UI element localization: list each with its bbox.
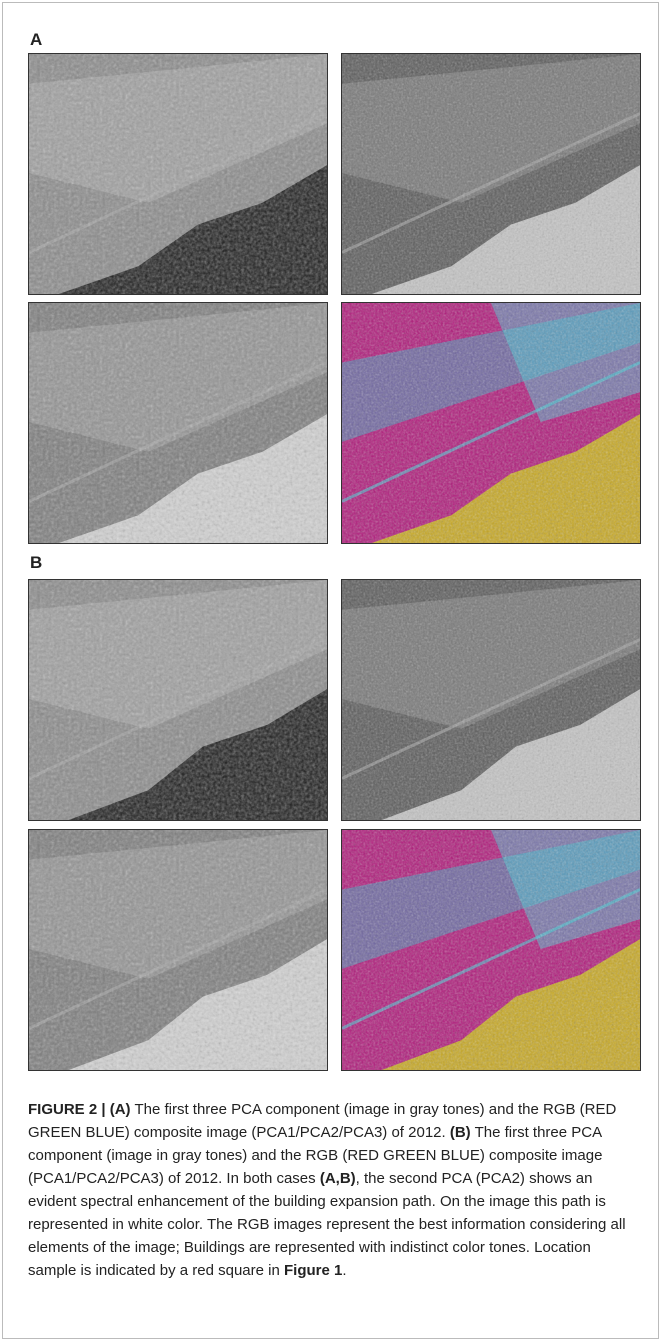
image-drawing [342,54,640,294]
panel-label: A [30,30,42,50]
panel-label: B [30,553,42,573]
page: A B [0,0,663,1343]
satellite-image [28,829,328,1071]
caption-part: Figure 1 [284,1262,342,1279]
image-drawing [29,303,327,543]
satellite-image [341,302,641,544]
image-drawing [29,54,327,294]
caption-part: (B) [450,1124,471,1141]
satellite-image [28,302,328,544]
caption: FIGURE 2 | (A) The first three PCA compo… [28,1098,640,1282]
satellite-image [341,579,641,821]
satellite-image [28,53,328,295]
image-drawing [342,830,640,1070]
image-drawing [29,580,327,820]
image-drawing [342,303,640,543]
satellite-image [341,829,641,1071]
satellite-image [28,579,328,821]
caption-part: FIGURE 2 | (A) [28,1101,131,1118]
image-drawing [29,830,327,1070]
caption-part: (A,B) [320,1170,356,1187]
caption-part: . [342,1262,346,1279]
image-drawing [342,580,640,820]
satellite-image [341,53,641,295]
